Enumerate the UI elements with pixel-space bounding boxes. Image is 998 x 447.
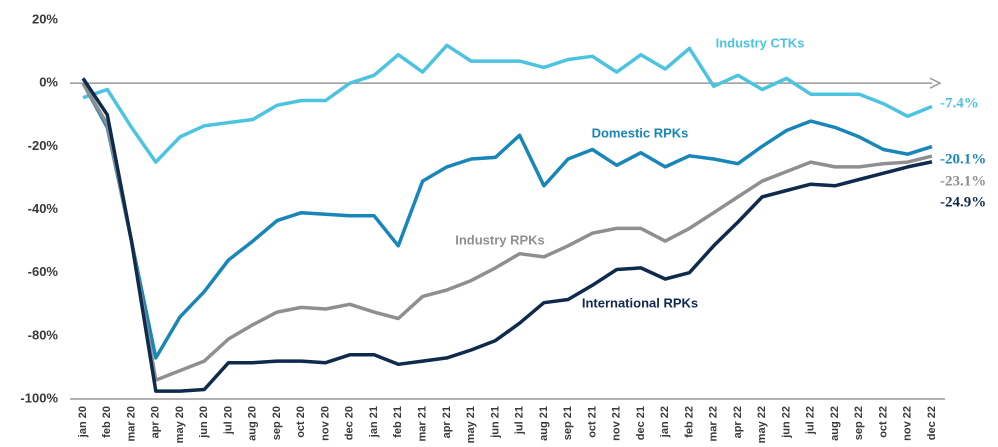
x-tick-label: nov 22: [902, 406, 914, 441]
x-tick-label: aug 22: [829, 406, 841, 441]
axis-arrow: [929, 77, 942, 89]
x-tick-label: may 20: [174, 406, 186, 443]
x-tick-label: dec 20: [344, 406, 356, 440]
x-tick-label: may 21: [465, 406, 477, 443]
x-tick-label: aug 21: [538, 406, 550, 441]
series-label: International RPKs: [582, 295, 698, 310]
x-tick-label: mar 22: [708, 406, 720, 441]
y-tick-label: -20%: [28, 138, 59, 153]
series-line: [82, 43, 933, 164]
series-label: Domestic RPKs: [592, 125, 689, 140]
x-tick-label: dec 21: [635, 406, 647, 440]
x-tick-label: jan 22: [659, 406, 671, 438]
x-tick-label: oct 22: [877, 406, 889, 438]
x-tick-label: apr 21: [441, 406, 453, 438]
end-label: -20.1%: [940, 151, 986, 167]
series-line: [81, 82, 933, 382]
y-tick-label: -60%: [28, 264, 59, 279]
y-tick-label: -40%: [28, 201, 59, 216]
x-tick-label: feb 21: [392, 406, 404, 438]
x-tick-label: jul 21: [514, 406, 526, 435]
x-tick-label: sep 20: [271, 406, 283, 440]
x-tick-label: oct 20: [295, 406, 307, 438]
x-tick-label: jun 21: [489, 406, 501, 439]
x-tick-label: oct 21: [586, 406, 598, 438]
x-tick-label: may 22: [756, 406, 768, 443]
x-tick-label: feb 22: [683, 406, 695, 438]
series-line: [81, 77, 933, 393]
x-tick-label: jan 20: [77, 406, 89, 438]
y-tick-label: -100%: [20, 390, 58, 405]
x-tick-label: nov 21: [611, 406, 623, 441]
x-tick-label: apr 20: [150, 406, 162, 438]
x-tick-label: sep 21: [562, 406, 574, 440]
series-label: Industry CTKs: [716, 35, 805, 50]
x-tick-label: jun 22: [780, 406, 792, 439]
y-tick-label: 20%: [32, 11, 58, 26]
x-tick-label: aug 20: [247, 406, 259, 441]
y-tick-label: 0%: [39, 75, 58, 90]
x-tick-label: jul 20: [222, 406, 234, 435]
x-tick-label: jul 22: [805, 406, 817, 435]
x-tick-label: apr 22: [732, 406, 744, 438]
series-label: Industry RPKs: [455, 232, 545, 247]
end-label: -23.1%: [940, 173, 986, 189]
x-tick-label: mar 21: [417, 406, 429, 441]
x-tick-label: jan 21: [368, 406, 380, 438]
x-tick-label: sep 22: [853, 406, 865, 440]
x-tick-label: jun 20: [198, 406, 210, 439]
x-tick-label: nov 20: [319, 406, 331, 441]
end-label: -7.4%: [940, 95, 979, 111]
series-line: [81, 82, 933, 360]
x-tick-label: feb 20: [101, 406, 113, 438]
y-tick-label: -80%: [28, 327, 59, 342]
x-tick-label: dec 22: [926, 406, 938, 440]
x-tick-label: mar 20: [125, 406, 137, 441]
end-label: -24.9%: [940, 194, 986, 210]
